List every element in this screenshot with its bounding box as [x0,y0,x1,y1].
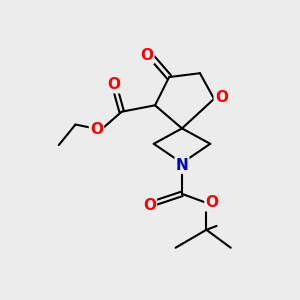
Text: N: N [176,158,188,172]
Text: O: O [90,122,103,137]
Text: O: O [206,195,218,210]
Text: O: O [140,48,153,63]
Text: O: O [215,90,228,105]
Text: O: O [107,77,121,92]
Text: O: O [143,198,156,213]
